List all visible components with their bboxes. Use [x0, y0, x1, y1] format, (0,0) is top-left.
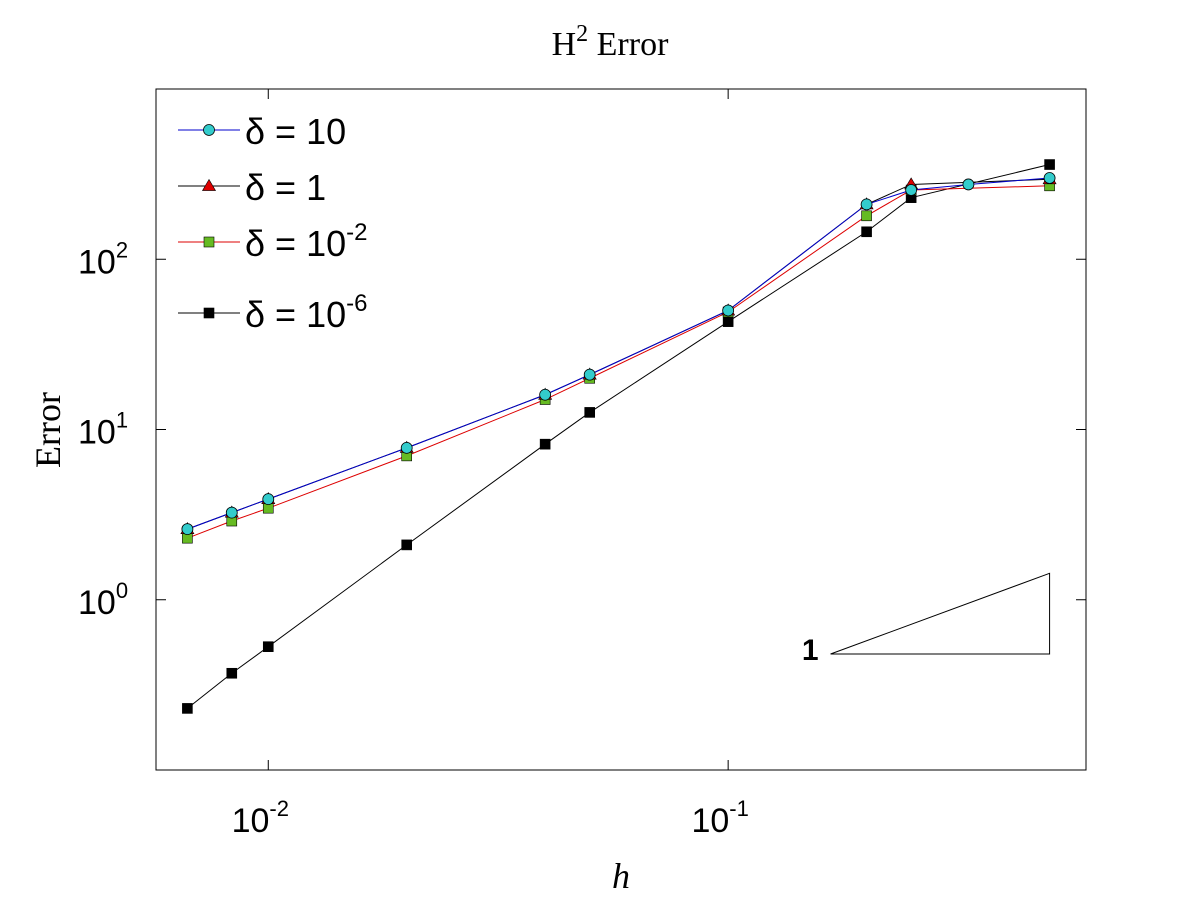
slope-triangle-label: 1 [802, 634, 819, 667]
legend-label: δ = 10-2 [245, 219, 367, 264]
data-point [182, 703, 193, 714]
series-markers-3 [182, 159, 1055, 714]
legend-marker [203, 124, 215, 136]
y-tick-label: 100 [78, 578, 128, 622]
series-3 [187, 164, 1050, 709]
legend: δ = 10 δ = 1 δ = 10-2 δ = 10-6 [178, 111, 367, 335]
legend-item: δ = 10 [178, 111, 346, 152]
series-markers-0 [181, 172, 1056, 536]
chart-title: H2 Error [552, 21, 669, 63]
y-axis-label: Error [28, 392, 68, 468]
x-axis-label: h [612, 856, 630, 896]
legend-marker [201, 178, 217, 191]
data-point [401, 539, 413, 551]
legend-label: δ = 10-6 [245, 290, 367, 335]
legend-item: δ = 1 [178, 167, 326, 208]
legend-marker [203, 236, 215, 248]
data-point [861, 210, 872, 222]
data-point [722, 316, 734, 327]
legend-label: δ = 1 [245, 167, 326, 208]
data-point [226, 667, 238, 679]
y-tick-label: 102 [78, 237, 128, 281]
data-point [860, 198, 873, 211]
data-point [584, 407, 596, 418]
data-point [861, 226, 872, 238]
data-point [225, 506, 238, 519]
y-tick-label: 101 [78, 408, 128, 452]
series-line [187, 185, 1050, 539]
data-point [262, 641, 274, 652]
x-tick-label: 10-1 [691, 796, 748, 840]
data-point [905, 184, 918, 196]
data-point [262, 493, 275, 506]
series-2 [187, 185, 1050, 539]
legend-label: δ = 10 [245, 111, 346, 152]
series-line [187, 164, 1050, 709]
data-point [400, 441, 413, 454]
legend-item: δ = 10-6 [178, 290, 367, 335]
legend-marker [203, 307, 215, 319]
slope-triangle [830, 572, 1051, 655]
data-point [583, 368, 596, 381]
data-point [539, 388, 552, 401]
x-tick-label: 10-2 [232, 796, 289, 840]
data-point [181, 523, 194, 536]
data-point [722, 304, 735, 317]
data-point [962, 178, 975, 191]
data-point [539, 438, 551, 450]
legend-item: δ = 10-2 [178, 219, 367, 264]
data-point [1043, 172, 1056, 184]
data-point [1044, 159, 1055, 170]
